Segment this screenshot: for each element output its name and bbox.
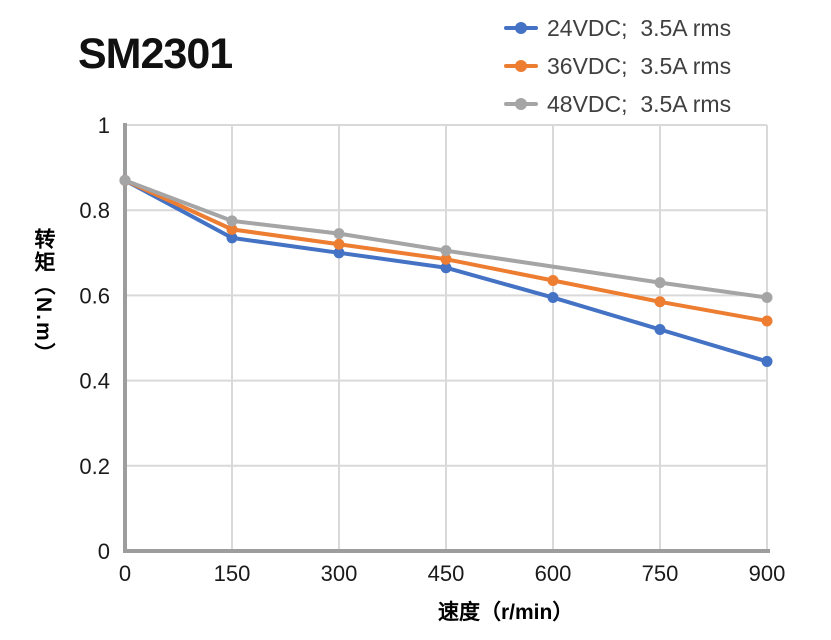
series-0-marker — [226, 232, 238, 244]
legend-item-24vdc: 24VDC; 3.5A rms — [504, 9, 731, 47]
series-1-marker — [333, 238, 345, 250]
y-tick-label: 0.8 — [79, 198, 110, 223]
series-2-marker — [333, 228, 345, 240]
legend-dot-icon — [515, 98, 527, 110]
series-2-marker — [119, 174, 131, 186]
series-0-marker — [654, 323, 666, 335]
series-2-marker — [761, 292, 773, 304]
chart-title: SM2301 — [78, 30, 233, 78]
series-0-marker — [547, 292, 559, 304]
series-1-marker — [226, 223, 238, 235]
series-1-marker — [440, 253, 452, 265]
x-tick-label: 750 — [642, 561, 679, 586]
y-tick-label: 0 — [98, 539, 110, 564]
y-tick-label: 0.4 — [79, 369, 110, 394]
x-tick-label: 300 — [321, 561, 358, 586]
x-axis-title: 速度（r/min） — [438, 601, 574, 624]
y-axis-title: 转矩（N.m） — [32, 228, 55, 366]
series-1-marker — [547, 274, 559, 286]
legend-label-36vdc: 36VDC; 3.5A rms — [547, 52, 732, 79]
legend-label-24vdc: 24VDC; 3.5A rms — [547, 14, 732, 41]
legend: 24VDC; 3.5A rms 36VDC; 3.5A rms 48VDC; 3… — [504, 9, 731, 123]
y-tick-label: 0.2 — [79, 454, 110, 479]
series-2-marker — [226, 215, 238, 227]
x-tick-label: 150 — [214, 561, 251, 586]
legend-dot-icon — [515, 22, 527, 34]
legend-line-dot-marker-icon — [504, 59, 538, 73]
series-0-marker — [333, 247, 345, 259]
y-tick-label: 0.6 — [79, 283, 110, 308]
legend-dot-icon — [515, 60, 527, 72]
x-tick-label: 0 — [119, 561, 131, 586]
series-2-marker — [440, 245, 452, 257]
legend-line-dot-marker-icon — [504, 21, 538, 35]
legend-label-48vdc: 48VDC; 3.5A rms — [547, 90, 732, 117]
series-2-marker — [654, 277, 666, 289]
series-1-marker — [761, 315, 773, 327]
series-0-marker — [761, 355, 773, 367]
legend-item-48vdc: 48VDC; 3.5A rms — [504, 85, 731, 123]
series-1-marker — [654, 296, 666, 308]
x-tick-label: 900 — [749, 561, 786, 586]
x-tick-label: 600 — [535, 561, 572, 586]
series-line-2 — [123, 178, 769, 300]
y-tick-label: 1 — [98, 113, 110, 138]
legend-line-dot-marker-icon — [504, 97, 538, 111]
x-tick-label: 450 — [428, 561, 465, 586]
series-0-marker — [440, 262, 452, 274]
legend-item-36vdc: 36VDC; 3.5A rms — [504, 47, 731, 85]
